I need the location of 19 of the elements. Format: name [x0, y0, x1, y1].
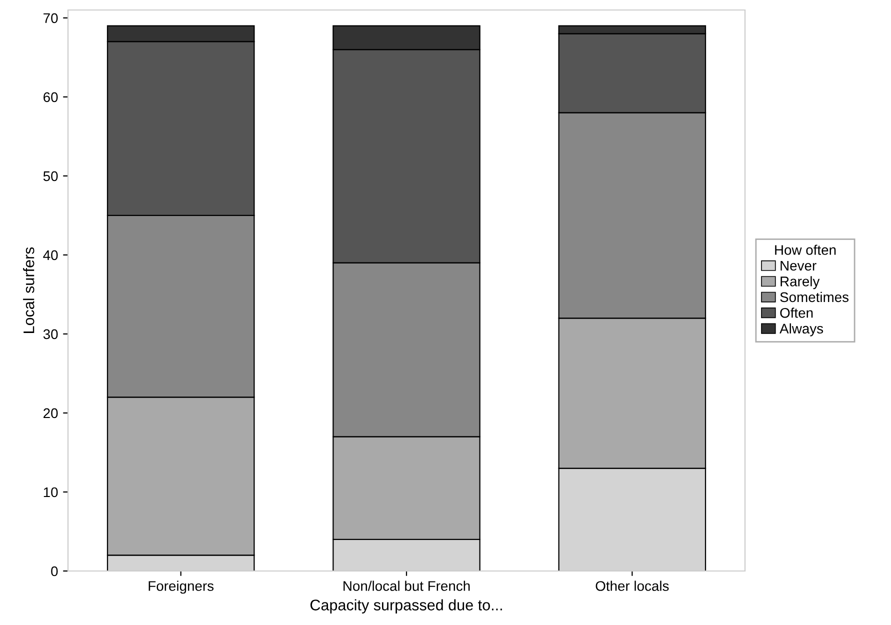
y-tick-label: 10: [44, 487, 58, 498]
y-tick-label: 30: [43, 329, 58, 340]
y-tick-label: 60: [44, 92, 58, 102]
legend-label: Sometimes: [780, 292, 849, 302]
legend-label: Rarely: [780, 276, 820, 290]
legend-label: Always: [780, 323, 824, 336]
x-tick-label: Other locals: [596, 580, 669, 591]
y-tick-label: 50: [43, 171, 58, 182]
x-axis-title: Capacity surpassed due to...: [310, 599, 502, 614]
legend-label: Never: [780, 260, 816, 271]
y-tick-label: 0: [51, 566, 58, 576]
legend-title: How often: [775, 244, 836, 255]
x-tick-label: Non/local but French: [344, 580, 470, 591]
y-tick-label: 70: [44, 13, 58, 24]
y-axis-title: Local surfers: [23, 247, 34, 333]
legend-label: Often: [780, 308, 813, 318]
y-tick-label: 40: [43, 250, 58, 260]
x-tick-label: Foreigners: [148, 580, 214, 594]
y-tick-label: 20: [44, 408, 58, 418]
